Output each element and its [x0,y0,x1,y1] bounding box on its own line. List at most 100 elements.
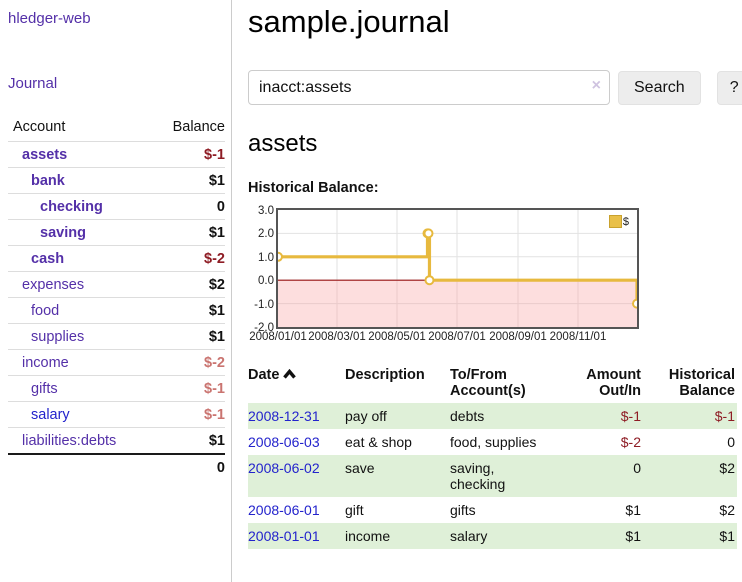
account-balance: 0 [149,193,225,220]
chart-y-axis: 3.0 2.0 1.0 0.0 -1.0 -2.0 [248,205,276,334]
txn-accounts: gifts [450,502,476,518]
account-row: bank $1 [8,167,225,194]
account-balance: $1 [149,427,225,454]
transaction-row: 2008-01-01 income salary $1 $1 [248,523,737,549]
account-balance: $1 [149,297,225,324]
data-point-marker[interactable] [278,251,283,262]
y-tick-label: -2.0 [254,322,274,334]
app-brand-link[interactable]: hledger-web [8,10,91,27]
account-row: food $1 [8,297,225,324]
account-link[interactable]: expenses [22,276,85,293]
txn-balance: $2 [719,502,735,518]
txn-date: 2008-06-02 [248,455,345,497]
account-row: expenses $2 [8,271,225,298]
account-row: supplies $1 [8,323,225,350]
account-balance: $1 [149,323,225,350]
chart-x-axis: 2008/01/01 2008/03/01 2008/05/01 2008/07/01… [248,331,742,347]
main-content: sample.journal × Search ? assets Histori… [248,0,742,582]
accounts-table: Account Balance assets $-1 bank $1 checking 0… [8,115,225,481]
txn-description: save [345,460,375,476]
account-link[interactable]: checking [40,198,103,215]
date-link[interactable]: 2008-06-01 [248,502,320,518]
account-link[interactable]: food [31,302,60,319]
account-row: salary $-1 [8,401,225,428]
y-tick-label: 2.0 [258,228,274,241]
txn-amount: $-2 [620,434,641,450]
date-link[interactable]: 2008-01-01 [248,528,320,544]
txn-description: gift [345,502,364,518]
account-row: checking 0 [8,193,225,220]
txn-accounts: salary [450,528,488,544]
register-header: To/From Account(s) [450,367,526,399]
account-link[interactable]: supplies [31,328,85,345]
account-link[interactable]: liabilities:debts [22,432,117,449]
accounts-total-row: 0 [8,453,225,481]
chart-plot-area: $ [276,208,639,329]
negative-region [278,280,637,327]
register-table: Date Description To/From Account(s) Amount … [248,364,737,549]
date-link[interactable]: 2008-06-02 [248,460,320,476]
y-tick-label: 3.0 [258,205,274,217]
register-header: Description [345,367,425,383]
sidebar-item-journal[interactable]: Journal [8,75,58,92]
account-link[interactable]: cash [31,250,65,267]
account-row: gifts $-1 [8,375,225,402]
page-title: sample.journal [248,4,450,39]
data-point-marker[interactable] [424,275,435,286]
accounts-total-value: 0 [149,453,225,481]
clear-search-icon[interactable]: × [591,77,601,94]
account-cell: liabilities:debts [8,427,150,454]
data-point-marker[interactable] [423,228,434,239]
txn-accounts: saving, checking [450,460,506,492]
txn-description: income [345,528,391,544]
sort-header-date[interactable]: Date [248,364,345,403]
x-tick-label: 2008/09/01 [489,331,547,343]
transaction-row: 2008-12-31 pay off debts $-1 $-1 [248,403,737,429]
accounts-table-header: Account Balance [8,115,225,142]
sidebar: hledger-web Journal Account Balance asse… [0,0,232,582]
account-cell: gifts [8,375,150,402]
y-tick-label: 1.0 [258,251,274,264]
register-header-row: Date Description To/From Account(s) Amount … [248,364,737,403]
txn-balance: 0 [727,434,735,450]
date-link[interactable]: 2008-06-03 [248,434,320,450]
account-balance: $-2 [149,349,225,376]
search-button[interactable]: Search [618,70,701,105]
txn-balance: $2 [719,460,735,476]
account-cell: bank [8,167,150,194]
account-cell: checking [8,193,150,220]
date-link[interactable]: 2008-12-31 [248,408,320,424]
x-tick-label: 2008/03/01 [308,331,366,343]
account-link[interactable]: income [22,354,69,371]
account-cell: saving [8,219,150,246]
accounts-header-account: Account [13,119,66,135]
sort-asc-icon [283,367,297,383]
search-input[interactable] [248,70,610,105]
account-cell: salary [8,401,150,428]
y-tick-label: 0.0 [258,275,274,288]
account-cell: supplies [8,323,150,350]
data-point-marker[interactable] [632,298,637,309]
txn-date: 2008-12-31 [248,403,345,429]
account-link[interactable]: gifts [31,380,58,397]
account-link[interactable]: saving [40,224,86,241]
account-link[interactable]: assets [22,146,68,163]
account-cell: cash [8,245,150,272]
txn-amount: $1 [625,528,641,544]
txn-balance: $-1 [714,408,735,424]
account-heading: assets [248,130,318,157]
txn-description: pay off [345,408,387,424]
transaction-row: 2008-06-02 save saving, checking 0 $2 [248,455,737,497]
account-cell: income [8,349,150,376]
account-link[interactable]: salary [31,406,70,423]
help-button[interactable]: ? [716,70,742,105]
account-row: saving $1 [8,219,225,246]
account-balance: $-2 [149,245,225,272]
account-balance: $1 [149,219,225,246]
x-tick-label: 2008/11/01 [549,331,607,343]
chart-legend: $ [608,215,629,228]
x-tick-label: 2008/01/01 [249,331,307,343]
account-link[interactable]: bank [31,172,65,189]
txn-date: 2008-01-01 [248,523,345,549]
account-row: liabilities:debts $1 [8,427,225,454]
